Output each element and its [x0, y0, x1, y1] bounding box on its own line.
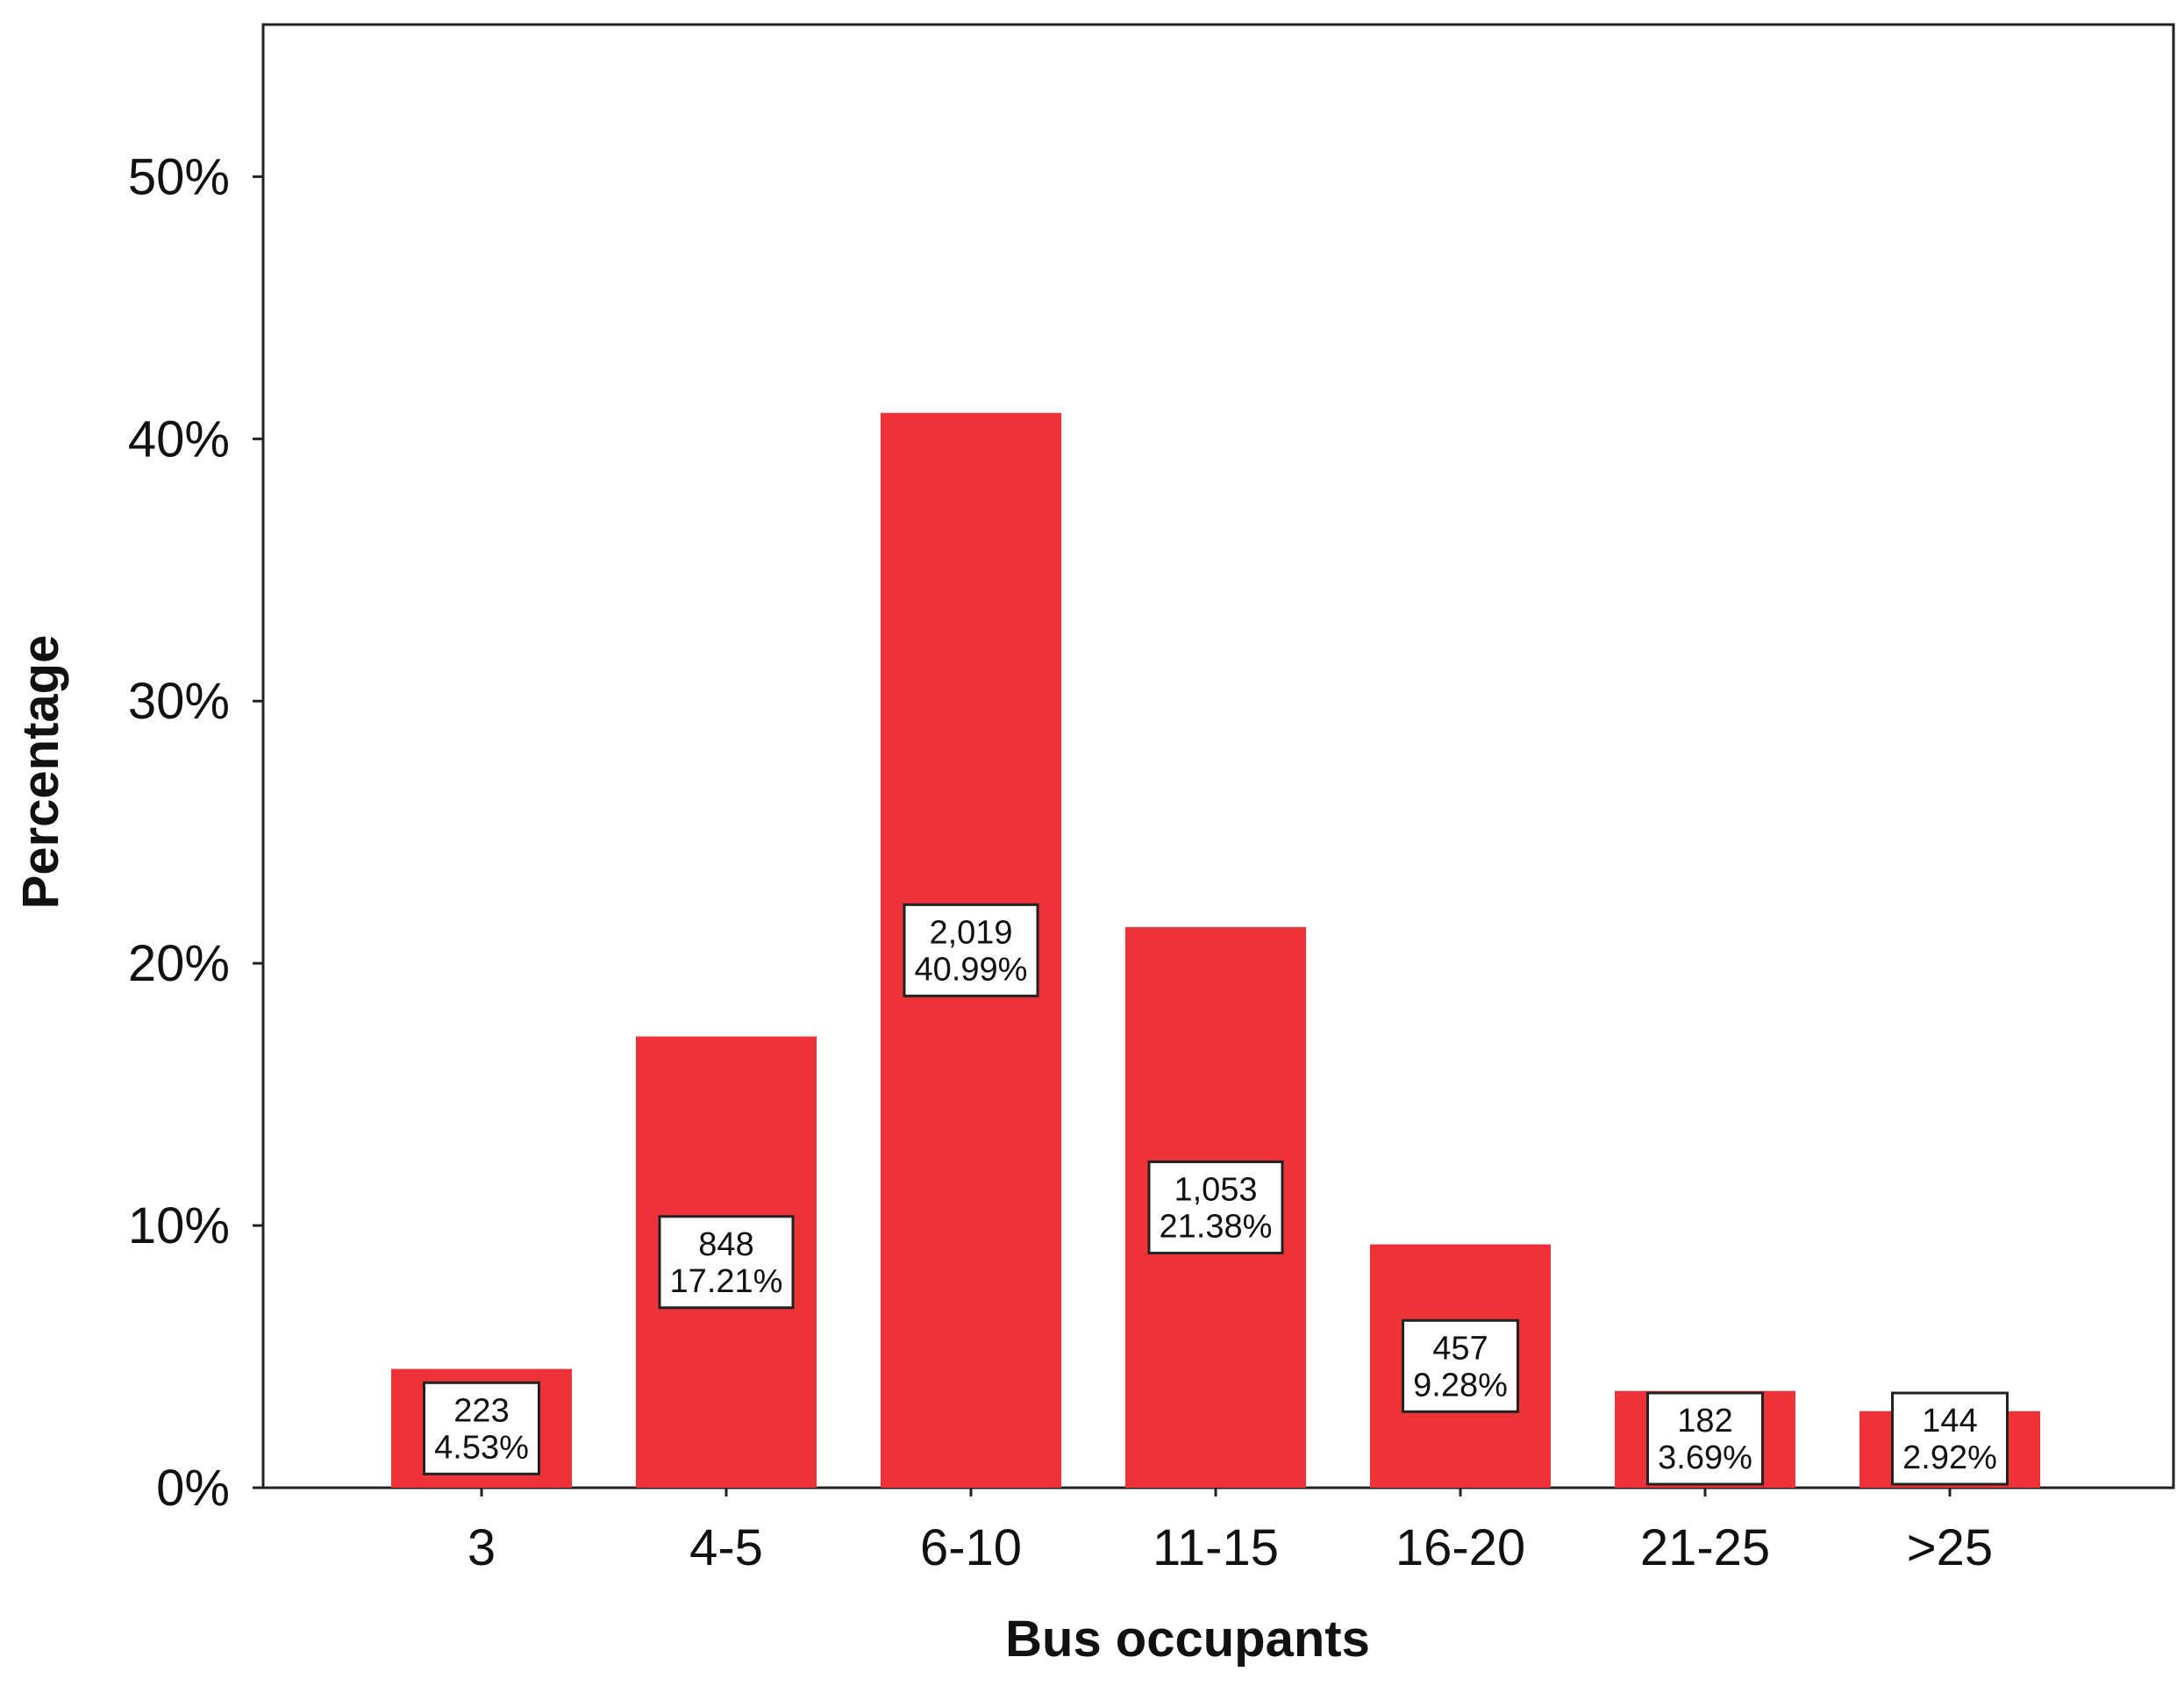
x-axis-title: Bus occupants — [1005, 1611, 1370, 1668]
x-tick-label: 16-20 — [1395, 1519, 1525, 1576]
data-label-percent: 40.99% — [915, 951, 1028, 988]
x-tick-label: >25 — [1907, 1519, 1993, 1576]
data-label-percent: 3.69% — [1658, 1439, 1752, 1476]
x-tick-label: 11-15 — [1153, 1519, 1279, 1576]
x-tick-label: 6-10 — [920, 1519, 1022, 1576]
data-label-count: 223 — [453, 1392, 509, 1429]
y-axis-title: Percentage — [12, 635, 69, 910]
data-label-box — [903, 903, 1039, 997]
data-label-count: 2,019 — [929, 914, 1012, 951]
data-label-percent: 4.53% — [434, 1429, 529, 1466]
y-tick-label: 0% — [156, 1460, 230, 1517]
data-label-count: 1,053 — [1174, 1171, 1257, 1208]
x-tick-label: 3 — [467, 1519, 496, 1576]
data-label-count: 848 — [698, 1226, 753, 1263]
data-label-box — [1147, 1160, 1284, 1254]
data-label-percent: 9.28% — [1413, 1367, 1508, 1404]
x-tick-label: 4-5 — [689, 1519, 763, 1576]
x-axis: 3 4-5 6-10 11-15 16-20 21-25 >25 — [467, 1488, 1993, 1576]
y-axis: 0% 10% 20% 30% 40% 50% — [128, 148, 263, 1517]
data-label-count: 457 — [1432, 1330, 1488, 1367]
x-tick-label: 21-25 — [1640, 1519, 1770, 1576]
data-label-count: 182 — [1677, 1403, 1732, 1439]
data-label-percent: 17.21% — [670, 1263, 783, 1300]
data-label-box — [1402, 1318, 1519, 1413]
y-tick-label: 30% — [128, 673, 230, 730]
y-tick-label: 20% — [128, 935, 230, 992]
data-label-box — [1891, 1391, 2009, 1486]
y-tick-label: 10% — [128, 1197, 230, 1254]
data-label-percent: 21.38% — [1160, 1208, 1273, 1245]
data-label-count: 144 — [1922, 1403, 1977, 1439]
data-label-box — [1646, 1391, 1764, 1486]
y-tick-label: 40% — [128, 411, 230, 468]
data-label-percent: 2.92% — [1902, 1439, 1997, 1476]
y-tick-label: 50% — [128, 148, 230, 205]
data-label-box — [423, 1381, 540, 1475]
data-label-box — [658, 1215, 795, 1310]
